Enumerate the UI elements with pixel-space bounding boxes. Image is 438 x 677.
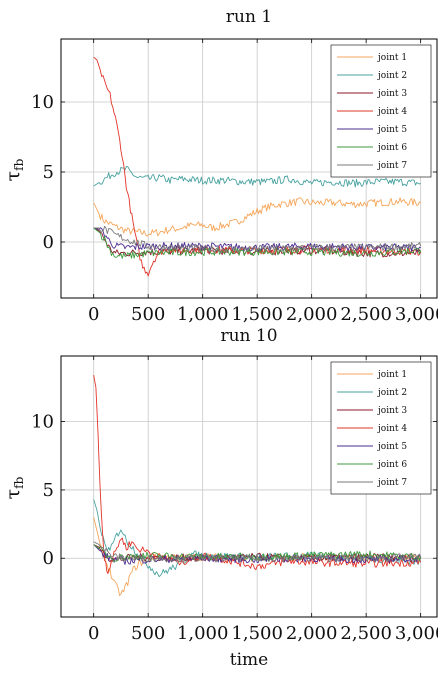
series-line-joint-7 <box>93 225 422 254</box>
series-line-joint-4 <box>93 375 422 574</box>
x-tick-label: 2,000 <box>286 623 338 644</box>
x-tick-label: 1,000 <box>177 304 229 325</box>
x-tick-label: 2,000 <box>286 304 338 325</box>
legend-entry: joint 4 <box>377 107 407 117</box>
y-axis-label-run-10: τfb <box>2 476 26 499</box>
plot-frame <box>60 38 438 299</box>
series-line-joint-2 <box>93 166 421 188</box>
legend-entry: joint 6 <box>377 460 407 470</box>
legend-entry: joint 1 <box>377 370 407 380</box>
x-tick-label: 2,500 <box>340 304 392 325</box>
x-tick-label: 500 <box>131 623 165 644</box>
x-tick-label: 1,500 <box>231 304 283 325</box>
x-tick-label: 1,500 <box>231 623 283 644</box>
series-line-joint-1 <box>93 197 421 237</box>
x-tick-label: 0 <box>88 304 99 325</box>
x-tick-label: 1,000 <box>177 623 229 644</box>
series-line-joint-7 <box>93 541 422 563</box>
x-tick-label: 500 <box>131 304 165 325</box>
legend-entry: joint 2 <box>377 388 407 398</box>
chart-title: run 1 <box>226 7 272 27</box>
y-axis-label-run-1: τfb <box>2 158 26 181</box>
y-label-subscript: fb <box>12 158 26 170</box>
legend-entry: joint 3 <box>377 406 407 416</box>
legend-entry: joint 5 <box>377 442 407 452</box>
legend-entry: joint 6 <box>377 143 407 153</box>
y-tick-label: 0 <box>43 548 54 569</box>
x-tick-label: 3,000 <box>395 623 438 644</box>
legend-entry: joint 5 <box>377 125 407 135</box>
legend-entry: joint 2 <box>377 71 407 81</box>
chart-title: run 10 <box>220 326 277 346</box>
legend-entry: joint 1 <box>377 53 407 63</box>
y-tick-label: 5 <box>43 162 54 183</box>
y-label-symbol: τ <box>2 171 24 182</box>
series-line-joint-2 <box>93 499 422 578</box>
series-line-joint-5 <box>93 544 422 565</box>
legend: joint 1 joint 2 joint 3 joint 4 joint 5 joint… <box>330 44 432 178</box>
x-tick-label: 3,000 <box>395 304 438 325</box>
y-tick-label: 10 <box>31 412 54 433</box>
legend-entry: joint 4 <box>377 424 407 434</box>
y-tick-label: 5 <box>43 480 54 501</box>
x-axis-label: time <box>230 650 268 670</box>
y-tick-label: 10 <box>31 92 54 113</box>
y-tick-label: 0 <box>43 232 54 253</box>
legend: joint 1 joint 2 joint 3 joint 4 joint 5 joint… <box>330 361 432 495</box>
plot-frame <box>60 355 438 618</box>
x-tick-label: 0 <box>88 623 99 644</box>
series-line-joint-6 <box>93 227 422 259</box>
y-label-subscript: fb <box>12 476 26 488</box>
legend-entry: joint 7 <box>377 161 407 171</box>
legend-entry: joint 3 <box>377 89 407 99</box>
y-label-symbol: τ <box>2 489 24 500</box>
legend-entry: joint 7 <box>377 478 407 488</box>
x-tick-label: 2,500 <box>340 623 392 644</box>
